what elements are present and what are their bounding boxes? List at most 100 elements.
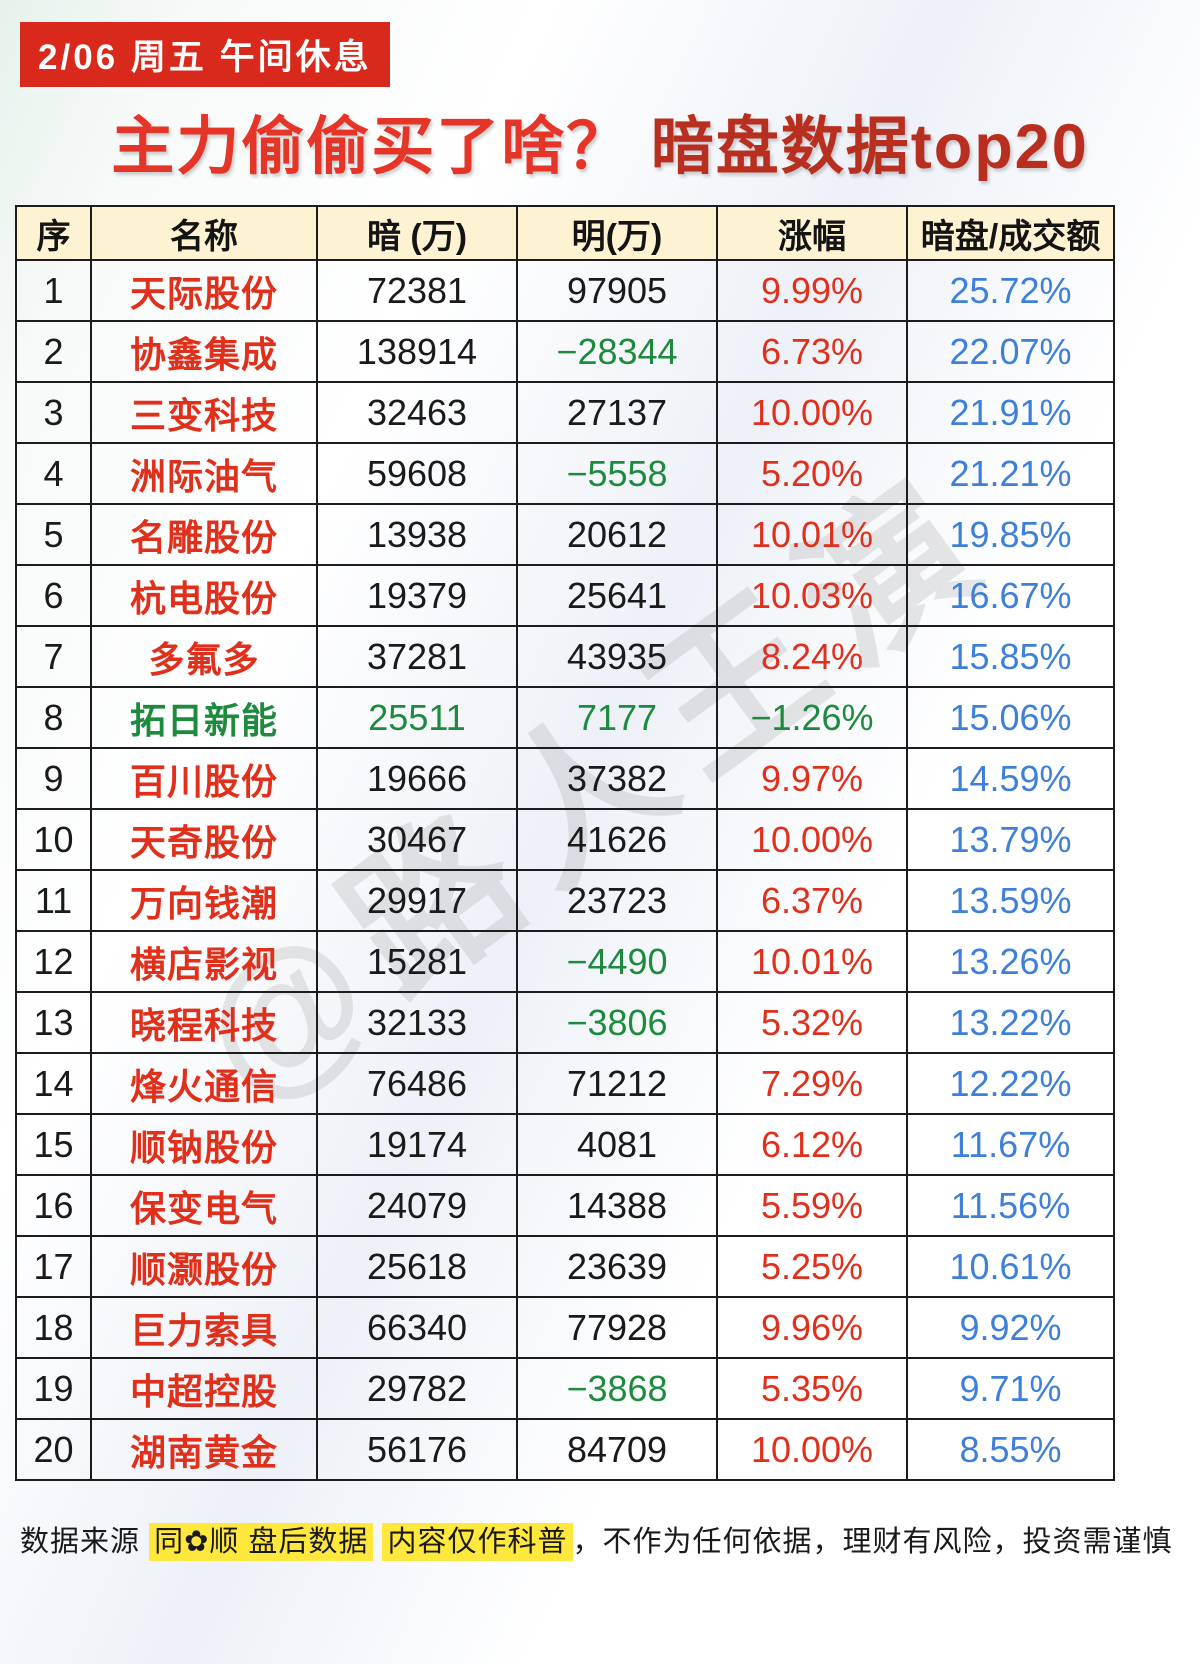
table-row: 1 天际股份 72381 97905 9.99% 25.72% [15, 259, 1115, 322]
disclaimer-highlight-source: 同✿顺 盘后数据 [149, 1523, 374, 1561]
dark-volume-cell: 32463 [316, 381, 518, 444]
change-cell: 10.01% [716, 930, 908, 993]
table-row: 14 烽火通信 76486 71212 7.29% 12.22% [15, 1052, 1115, 1115]
stock-name-cell: 名雕股份 [90, 503, 318, 566]
ratio-cell: 13.22% [906, 991, 1115, 1054]
ratio-cell: 21.91% [906, 381, 1115, 444]
ratio-cell: 22.07% [906, 320, 1115, 383]
table-row: 19 中超控股 29782 −3868 5.35% 9.71% [15, 1357, 1115, 1420]
dark-volume-cell: 24079 [316, 1174, 518, 1237]
dark-volume-cell: 19174 [316, 1113, 518, 1176]
stock-name-cell: 烽火通信 [90, 1052, 318, 1115]
change-cell: 6.37% [716, 869, 908, 932]
rank-cell: 17 [15, 1235, 92, 1298]
rank-cell: 9 [15, 747, 92, 810]
rank-cell: 4 [15, 442, 92, 505]
light-volume-cell: 41626 [516, 808, 718, 871]
rank-cell: 18 [15, 1296, 92, 1359]
table-row: 13 晓程科技 32133 −3806 5.32% 13.22% [15, 991, 1115, 1054]
rank-cell: 2 [15, 320, 92, 383]
rank-cell: 12 [15, 930, 92, 993]
ratio-cell: 19.85% [906, 503, 1115, 566]
stock-name-cell: 中超控股 [90, 1357, 318, 1420]
light-volume-cell: 37382 [516, 747, 718, 810]
table-row: 8 拓日新能 25511 7177 −1.26% 15.06% [15, 686, 1115, 749]
ratio-cell: 10.61% [906, 1235, 1115, 1298]
table-row: 10 天奇股份 30467 41626 10.00% 13.79% [15, 808, 1115, 871]
dark-volume-cell: 30467 [316, 808, 518, 871]
dark-volume-cell: 29782 [316, 1357, 518, 1420]
light-volume-cell: 27137 [516, 381, 718, 444]
page-title: 主力偷偷买了啥？ 暗盘数据top20 [0, 96, 1200, 187]
table-row: 16 保变电气 24079 14388 5.59% 11.56% [15, 1174, 1115, 1237]
ratio-cell: 13.79% [906, 808, 1115, 871]
table-row: 2 协鑫集成 138914 −28344 6.73% 22.07% [15, 320, 1115, 383]
dark-volume-cell: 138914 [316, 320, 518, 383]
title-accent: 暗盘数据top20 [631, 112, 1089, 182]
table-row: 20 湖南黄金 56176 84709 10.00% 8.55% [15, 1418, 1115, 1481]
table-row: 9 百川股份 19666 37382 9.97% 14.59% [15, 747, 1115, 810]
stock-name-cell: 湖南黄金 [90, 1418, 318, 1481]
ratio-cell: 14.59% [906, 747, 1115, 810]
table-row: 4 洲际油气 59608 −5558 5.20% 21.21% [15, 442, 1115, 505]
change-cell: 10.00% [716, 808, 908, 871]
change-cell: 9.96% [716, 1296, 908, 1359]
light-volume-cell: 23723 [516, 869, 718, 932]
light-volume-cell: 4081 [516, 1113, 718, 1176]
stock-name-cell: 天际股份 [90, 259, 318, 322]
dark-volume-cell: 56176 [316, 1418, 518, 1481]
change-cell: 9.99% [716, 259, 908, 322]
change-cell: −1.26% [716, 686, 908, 749]
table-row: 6 杭电股份 19379 25641 10.03% 16.67% [15, 564, 1115, 627]
light-volume-cell: 77928 [516, 1296, 718, 1359]
disclaimer-source-label: 数据来源 [20, 1526, 150, 1558]
stock-name-cell: 横店影视 [90, 930, 318, 993]
header-rank: 序 [15, 205, 92, 261]
change-cell: 10.01% [716, 503, 908, 566]
date-banner: 2/06 周五 午间休息 [20, 22, 390, 87]
stock-name-cell: 天奇股份 [90, 808, 318, 871]
light-volume-cell: 43935 [516, 625, 718, 688]
change-cell: 8.24% [716, 625, 908, 688]
dark-volume-cell: 66340 [316, 1296, 518, 1359]
table-row: 12 横店影视 15281 −4490 10.01% 13.26% [15, 930, 1115, 993]
ratio-cell: 25.72% [906, 259, 1115, 322]
ratio-cell: 12.22% [906, 1052, 1115, 1115]
change-cell: 10.00% [716, 381, 908, 444]
change-cell: 9.97% [716, 747, 908, 810]
light-volume-cell: −4490 [516, 930, 718, 993]
ratio-cell: 16.67% [906, 564, 1115, 627]
rank-cell: 1 [15, 259, 92, 322]
change-cell: 6.12% [716, 1113, 908, 1176]
light-volume-cell: −3868 [516, 1357, 718, 1420]
dark-volume-cell: 76486 [316, 1052, 518, 1115]
disclaimer-highlight-note: 内容仅作科普 [382, 1523, 573, 1561]
change-cell: 5.32% [716, 991, 908, 1054]
stock-name-cell: 协鑫集成 [90, 320, 318, 383]
rank-cell: 5 [15, 503, 92, 566]
dark-volume-cell: 25618 [316, 1235, 518, 1298]
stock-name-cell: 拓日新能 [90, 686, 318, 749]
dark-volume-cell: 15281 [316, 930, 518, 993]
ratio-cell: 15.06% [906, 686, 1115, 749]
header-light-volume: 明(万) [516, 205, 718, 261]
header-ratio: 暗盘/成交额 [906, 205, 1115, 261]
table-header-row: 序 名称 暗 (万) 明(万) 涨幅 暗盘/成交额 [15, 205, 1115, 261]
dark-volume-cell: 25511 [316, 686, 518, 749]
change-cell: 7.29% [716, 1052, 908, 1115]
ratio-cell: 8.55% [906, 1418, 1115, 1481]
table-row: 7 多氟多 37281 43935 8.24% 15.85% [15, 625, 1115, 688]
ratio-cell: 9.71% [906, 1357, 1115, 1420]
table-row: 18 巨力索具 66340 77928 9.96% 9.92% [15, 1296, 1115, 1359]
stock-name-cell: 万向钱潮 [90, 869, 318, 932]
change-cell: 5.25% [716, 1235, 908, 1298]
stock-name-cell: 顺钠股份 [90, 1113, 318, 1176]
rank-cell: 8 [15, 686, 92, 749]
stock-name-cell: 三变科技 [90, 381, 318, 444]
light-volume-cell: 14388 [516, 1174, 718, 1237]
stock-name-cell: 巨力索具 [90, 1296, 318, 1359]
light-volume-cell: −28344 [516, 320, 718, 383]
title-main: 主力偷偷买了啥？ [111, 112, 632, 182]
change-cell: 10.00% [716, 1418, 908, 1481]
stocks-table: 序 名称 暗 (万) 明(万) 涨幅 暗盘/成交额 1 天际股份 72381 9790… [15, 205, 1115, 1481]
